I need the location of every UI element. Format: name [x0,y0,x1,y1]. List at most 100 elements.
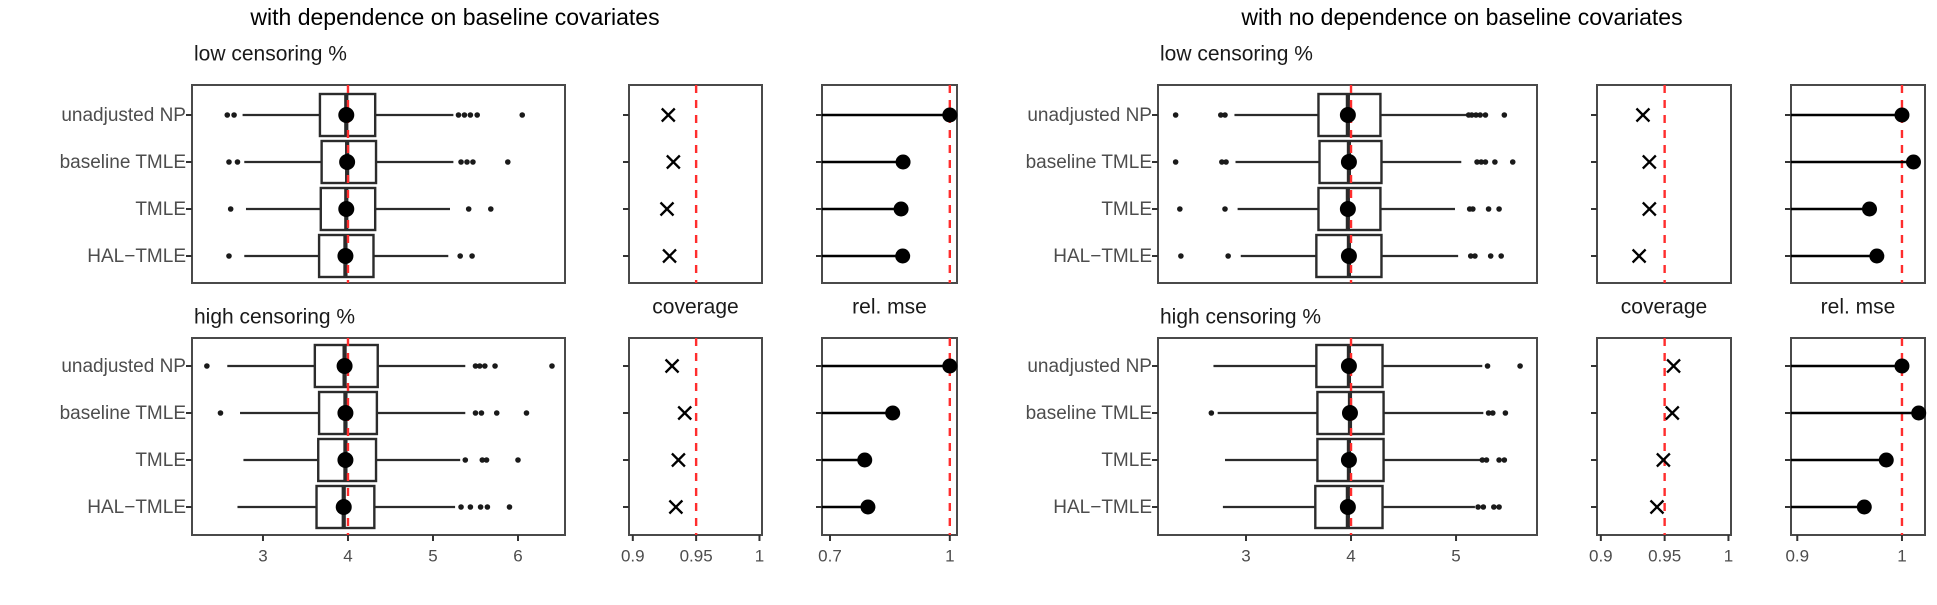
outlier-dot [1496,206,1502,212]
mean-dot [339,154,356,170]
row-label-estimator: baseline TMLE [60,403,186,424]
outlier-dot [1517,363,1523,369]
lollipop-dot [1911,405,1927,421]
mean-dot [1340,452,1357,468]
outlier-dot [1467,253,1474,259]
outlier-dot [227,206,234,212]
rel-mse-axis-tick-label: 0.9 [1785,546,1809,565]
facet-label-high-censoring: high censoring % [1160,306,1321,329]
lollipop-dot [895,154,911,170]
outlier-dot [1468,112,1475,118]
mean-dot [1339,499,1356,515]
lollipop-dot [857,452,873,468]
lollipop-dot [893,201,909,217]
coverage-x-mark [662,248,677,264]
outlier-dot [483,457,490,463]
row-label-estimator: unadjusted NP [1027,356,1152,377]
outlier-dot [1172,112,1179,118]
coverage-x-mark [1642,154,1657,170]
row-label-estimator: HAL−TMLE [1053,246,1152,267]
coverage-x-mark [664,358,680,374]
row-label-estimator: HAL−TMLE [87,497,186,518]
outlier-dot [1480,504,1487,510]
right-group-title: with no dependence on baseline covariate… [1241,4,1683,30]
coverage-x-mark [1635,107,1651,123]
coverage-axis-tick-label: 0.95 [1648,546,1681,565]
lollipop-dot [942,107,958,123]
coverage-x-mark [1631,248,1647,264]
lollipop-dot [942,358,958,374]
outlier-dot [1491,504,1497,510]
coverage-axis-tick-label: 0.95 [680,546,713,565]
outlier-dot [1478,159,1485,165]
outlier-dot [476,363,483,369]
facet-label-low-censoring: low censoring % [1160,43,1313,66]
coverage-x-mark [677,405,693,421]
outlier-dot [1178,253,1184,259]
estimate-axis-tick-label: 4 [343,546,352,565]
column-label-rel-mse: rel. mse [852,296,927,319]
lollipop-dot [895,248,911,264]
outlier-dot [1479,457,1486,463]
mean-dot [335,499,352,515]
coverage-x-mark [1642,201,1657,217]
mean-dot [1341,405,1358,421]
outlier-dot [472,410,479,416]
outlier-dot [1473,112,1479,118]
row-label-estimator: TMLE [135,450,186,471]
row-label-estimator: unadjusted NP [1027,105,1152,126]
outlier-dot [549,363,555,369]
estimate-panel-border [191,337,566,536]
mean-dot [337,405,354,421]
mean-dot [1339,201,1356,217]
coverage-x-mark [1664,405,1680,421]
mean-dot [338,107,355,123]
mean-dot [336,358,353,374]
outlier-dot [1474,159,1480,165]
row-label-estimator: unadjusted NP [61,105,186,126]
row-label-estimator: baseline TMLE [60,152,186,173]
outlier-dot [1496,457,1502,463]
rel-mse-axis-tick-label: 0.7 [818,546,842,565]
coverage-axis-tick-label: 1 [755,546,764,565]
rel-mse-axis-tick-label: 1 [1897,546,1906,565]
coverage-x-mark [659,201,675,217]
mean-dot [1340,358,1357,374]
estimate-axis-tick-label: 5 [1451,546,1460,565]
outlier-dot [461,112,468,118]
rel-mse-panel-border [821,337,958,536]
outlier-dot [1502,410,1509,416]
outlier-dot [234,159,241,165]
outlier-dot [1222,112,1228,118]
estimate-panel-border [191,84,566,284]
row-label-estimator: unadjusted NP [61,356,186,377]
outlier-dot [231,112,237,118]
outlier-dot [1485,410,1492,416]
lollipop-dot [1869,248,1885,264]
outlier-dot [465,206,472,212]
coverage-x-mark [1649,499,1665,515]
row-label-estimator: baseline TMLE [1026,152,1152,173]
outlier-dot [482,363,488,369]
outlier-dot [469,253,475,259]
outlier-dot [467,112,474,118]
rel-mse-panel-border [1790,84,1926,284]
estimate-axis-tick-label: 3 [1241,546,1250,565]
row-label-estimator: TMLE [1101,199,1152,220]
lollipop-dot [885,405,901,421]
lollipop-dot [1894,358,1910,374]
outlier-dot [467,504,474,510]
outlier-dot [455,112,462,118]
outlier-dot [479,457,486,463]
outlier-dot [519,112,526,118]
outlier-dot [1489,410,1496,416]
outlier-dot [1482,159,1489,165]
facet-label-high-censoring: high censoring % [194,306,355,329]
lollipop-dot [1856,499,1872,515]
mean-dot [337,452,354,468]
outlier-dot [217,410,224,416]
coverage-x-mark [660,107,676,123]
outlier-dot [472,363,479,369]
row-label-estimator: TMLE [1101,450,1152,471]
